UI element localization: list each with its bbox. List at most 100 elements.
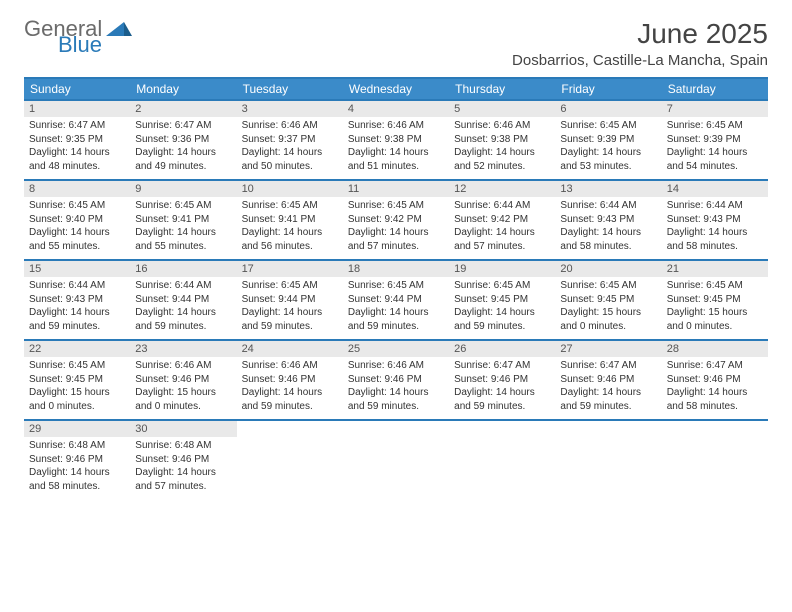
day-number: 21 (662, 261, 768, 277)
day-cell: 6Sunrise: 6:45 AMSunset: 9:39 PMDaylight… (555, 101, 661, 179)
day-cell: 16Sunrise: 6:44 AMSunset: 9:44 PMDayligh… (130, 261, 236, 339)
week-row: 29Sunrise: 6:48 AMSunset: 9:46 PMDayligh… (24, 419, 768, 499)
location-text: Dosbarrios, Castille-La Mancha, Spain (512, 52, 768, 69)
day-number: 25 (343, 341, 449, 357)
day-cell: 25Sunrise: 6:46 AMSunset: 9:46 PMDayligh… (343, 341, 449, 419)
day-cell: 9Sunrise: 6:45 AMSunset: 9:41 PMDaylight… (130, 181, 236, 259)
day-cell (662, 421, 768, 499)
day-cell: 28Sunrise: 6:47 AMSunset: 9:46 PMDayligh… (662, 341, 768, 419)
day-number: 12 (449, 181, 555, 197)
logo-triangle-icon (106, 18, 132, 40)
day-number: 24 (237, 341, 343, 357)
day-info: Sunrise: 6:47 AMSunset: 9:46 PMDaylight:… (555, 357, 661, 413)
day-cell (237, 421, 343, 499)
day-cell: 29Sunrise: 6:48 AMSunset: 9:46 PMDayligh… (24, 421, 130, 499)
month-title: June 2025 (512, 18, 768, 50)
day-cell (555, 421, 661, 499)
day-info: Sunrise: 6:46 AMSunset: 9:38 PMDaylight:… (449, 117, 555, 173)
day-info: Sunrise: 6:44 AMSunset: 9:44 PMDaylight:… (130, 277, 236, 333)
day-number: 2 (130, 101, 236, 117)
day-cell: 13Sunrise: 6:44 AMSunset: 9:43 PMDayligh… (555, 181, 661, 259)
day-number: 7 (662, 101, 768, 117)
day-cell: 24Sunrise: 6:46 AMSunset: 9:46 PMDayligh… (237, 341, 343, 419)
day-number: 27 (555, 341, 661, 357)
dayname: Tuesday (237, 79, 343, 99)
day-info: Sunrise: 6:45 AMSunset: 9:44 PMDaylight:… (343, 277, 449, 333)
day-number: 16 (130, 261, 236, 277)
day-cell: 8Sunrise: 6:45 AMSunset: 9:40 PMDaylight… (24, 181, 130, 259)
day-info: Sunrise: 6:46 AMSunset: 9:37 PMDaylight:… (237, 117, 343, 173)
day-number: 18 (343, 261, 449, 277)
logo-text-blue: Blue (58, 34, 102, 56)
day-number: 9 (130, 181, 236, 197)
dayname: Saturday (662, 79, 768, 99)
day-cell: 22Sunrise: 6:45 AMSunset: 9:45 PMDayligh… (24, 341, 130, 419)
day-info: Sunrise: 6:45 AMSunset: 9:45 PMDaylight:… (662, 277, 768, 333)
day-cell: 17Sunrise: 6:45 AMSunset: 9:44 PMDayligh… (237, 261, 343, 339)
day-info: Sunrise: 6:48 AMSunset: 9:46 PMDaylight:… (24, 437, 130, 493)
day-cell: 21Sunrise: 6:45 AMSunset: 9:45 PMDayligh… (662, 261, 768, 339)
day-info: Sunrise: 6:47 AMSunset: 9:46 PMDaylight:… (449, 357, 555, 413)
day-info: Sunrise: 6:45 AMSunset: 9:39 PMDaylight:… (555, 117, 661, 173)
day-info: Sunrise: 6:45 AMSunset: 9:41 PMDaylight:… (237, 197, 343, 253)
header: General Blue June 2025 Dosbarrios, Casti… (24, 18, 768, 69)
day-number: 13 (555, 181, 661, 197)
day-number: 5 (449, 101, 555, 117)
week-row: 1Sunrise: 6:47 AMSunset: 9:35 PMDaylight… (24, 99, 768, 179)
day-number: 22 (24, 341, 130, 357)
day-info: Sunrise: 6:46 AMSunset: 9:38 PMDaylight:… (343, 117, 449, 173)
day-info: Sunrise: 6:45 AMSunset: 9:45 PMDaylight:… (555, 277, 661, 333)
day-cell (343, 421, 449, 499)
day-number: 14 (662, 181, 768, 197)
day-number: 15 (24, 261, 130, 277)
day-cell: 26Sunrise: 6:47 AMSunset: 9:46 PMDayligh… (449, 341, 555, 419)
day-cell: 14Sunrise: 6:44 AMSunset: 9:43 PMDayligh… (662, 181, 768, 259)
dayname: Thursday (449, 79, 555, 99)
week-row: 8Sunrise: 6:45 AMSunset: 9:40 PMDaylight… (24, 179, 768, 259)
day-cell: 11Sunrise: 6:45 AMSunset: 9:42 PMDayligh… (343, 181, 449, 259)
day-cell: 1Sunrise: 6:47 AMSunset: 9:35 PMDaylight… (24, 101, 130, 179)
day-number: 10 (237, 181, 343, 197)
day-info: Sunrise: 6:45 AMSunset: 9:45 PMDaylight:… (449, 277, 555, 333)
day-number: 19 (449, 261, 555, 277)
day-info: Sunrise: 6:44 AMSunset: 9:43 PMDaylight:… (555, 197, 661, 253)
day-number: 3 (237, 101, 343, 117)
day-info: Sunrise: 6:47 AMSunset: 9:36 PMDaylight:… (130, 117, 236, 173)
dayname-row: SundayMondayTuesdayWednesdayThursdayFrid… (24, 79, 768, 99)
title-block: June 2025 Dosbarrios, Castille-La Mancha… (512, 18, 768, 69)
day-cell: 27Sunrise: 6:47 AMSunset: 9:46 PMDayligh… (555, 341, 661, 419)
day-info: Sunrise: 6:45 AMSunset: 9:40 PMDaylight:… (24, 197, 130, 253)
day-info: Sunrise: 6:45 AMSunset: 9:44 PMDaylight:… (237, 277, 343, 333)
day-number: 26 (449, 341, 555, 357)
calendar: SundayMondayTuesdayWednesdayThursdayFrid… (24, 77, 768, 499)
day-info: Sunrise: 6:46 AMSunset: 9:46 PMDaylight:… (237, 357, 343, 413)
day-cell: 20Sunrise: 6:45 AMSunset: 9:45 PMDayligh… (555, 261, 661, 339)
day-cell: 12Sunrise: 6:44 AMSunset: 9:42 PMDayligh… (449, 181, 555, 259)
week-row: 15Sunrise: 6:44 AMSunset: 9:43 PMDayligh… (24, 259, 768, 339)
day-cell: 10Sunrise: 6:45 AMSunset: 9:41 PMDayligh… (237, 181, 343, 259)
day-number: 4 (343, 101, 449, 117)
week-row: 22Sunrise: 6:45 AMSunset: 9:45 PMDayligh… (24, 339, 768, 419)
day-info: Sunrise: 6:45 AMSunset: 9:39 PMDaylight:… (662, 117, 768, 173)
dayname: Sunday (24, 79, 130, 99)
day-info: Sunrise: 6:45 AMSunset: 9:41 PMDaylight:… (130, 197, 236, 253)
day-cell: 15Sunrise: 6:44 AMSunset: 9:43 PMDayligh… (24, 261, 130, 339)
dayname: Friday (555, 79, 661, 99)
day-cell: 5Sunrise: 6:46 AMSunset: 9:38 PMDaylight… (449, 101, 555, 179)
day-cell: 2Sunrise: 6:47 AMSunset: 9:36 PMDaylight… (130, 101, 236, 179)
day-number: 23 (130, 341, 236, 357)
day-number: 17 (237, 261, 343, 277)
day-info: Sunrise: 6:45 AMSunset: 9:42 PMDaylight:… (343, 197, 449, 253)
day-info: Sunrise: 6:44 AMSunset: 9:42 PMDaylight:… (449, 197, 555, 253)
day-cell: 7Sunrise: 6:45 AMSunset: 9:39 PMDaylight… (662, 101, 768, 179)
day-cell: 18Sunrise: 6:45 AMSunset: 9:44 PMDayligh… (343, 261, 449, 339)
day-number: 29 (24, 421, 130, 437)
day-info: Sunrise: 6:46 AMSunset: 9:46 PMDaylight:… (130, 357, 236, 413)
day-cell: 23Sunrise: 6:46 AMSunset: 9:46 PMDayligh… (130, 341, 236, 419)
day-cell (449, 421, 555, 499)
day-number: 8 (24, 181, 130, 197)
day-cell: 30Sunrise: 6:48 AMSunset: 9:46 PMDayligh… (130, 421, 236, 499)
day-number: 11 (343, 181, 449, 197)
day-info: Sunrise: 6:45 AMSunset: 9:45 PMDaylight:… (24, 357, 130, 413)
day-info: Sunrise: 6:44 AMSunset: 9:43 PMDaylight:… (24, 277, 130, 333)
